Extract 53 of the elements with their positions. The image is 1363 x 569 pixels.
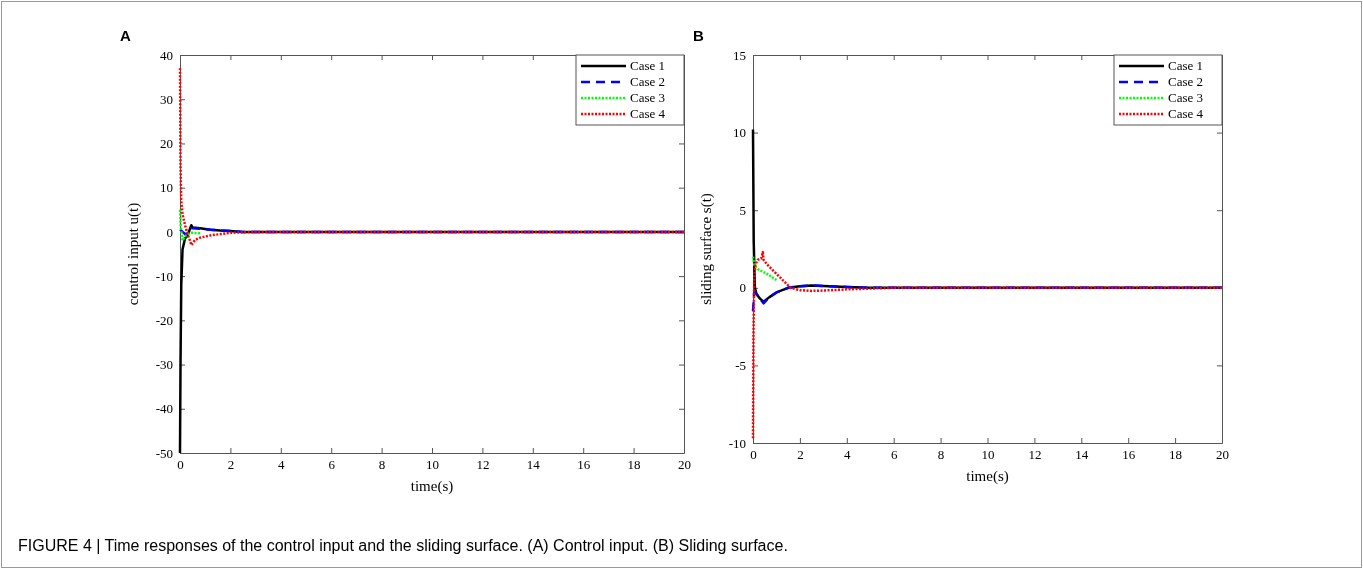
- legend-label: Case 2: [1168, 74, 1204, 89]
- x-tick-label: 8: [937, 447, 945, 463]
- y-tick-label: 30: [160, 91, 173, 107]
- x-tick-label: 0: [177, 457, 184, 473]
- y-tick-label: 0: [739, 280, 746, 296]
- y-tick-label: 40: [160, 47, 173, 63]
- x-tick-label: 16: [1122, 447, 1136, 463]
- x-tick-label: 20: [1216, 447, 1229, 463]
- x-tick-label: 14: [1075, 447, 1089, 463]
- x-tick-label: 18: [1169, 447, 1183, 463]
- y-tick-label: -10: [728, 435, 746, 451]
- legend-label: Case 4: [1168, 106, 1204, 121]
- chart-title: A: [120, 27, 131, 44]
- x-tick-label: 8: [378, 457, 386, 473]
- legend-label: Case 3: [1168, 90, 1204, 105]
- y-tick-label: -50: [155, 445, 173, 461]
- x-tick-label: 10: [981, 447, 995, 463]
- y-tick-label: -40: [155, 401, 173, 417]
- y-tick-label: 20: [160, 136, 173, 152]
- chart-title: B: [693, 27, 704, 44]
- x-tick-label: 2: [227, 457, 235, 473]
- y-axis-title: sliding surface s(t): [698, 193, 715, 305]
- y-axis-title: control input u(t): [125, 202, 142, 306]
- x-axis-title: time(s): [966, 468, 1009, 485]
- y-tick-label: 10: [160, 180, 173, 196]
- x-tick-label: 6: [328, 457, 336, 473]
- y-tick-label: 0: [166, 224, 173, 240]
- legend-label: Case 1: [630, 58, 666, 73]
- x-tick-label: 12: [476, 457, 490, 473]
- x-tick-label: 12: [1028, 447, 1042, 463]
- legend-label: Case 3: [630, 90, 666, 105]
- y-tick-label: 5: [739, 202, 746, 218]
- legend-label: Case 2: [630, 74, 666, 89]
- x-tick-label: 0: [750, 447, 757, 463]
- x-tick-label: 10: [426, 457, 439, 473]
- y-tick-label: -30: [155, 357, 173, 373]
- x-tick-label: 14: [526, 457, 541, 473]
- x-tick-label: 6: [890, 447, 898, 463]
- y-tick-label: -5: [735, 358, 746, 374]
- y-tick-label: 10: [733, 125, 746, 141]
- legend-label: Case 1: [1168, 58, 1204, 73]
- legend-label: Case 4: [630, 106, 666, 121]
- y-tick-label: -20: [155, 312, 173, 328]
- x-tick-label: 4: [278, 457, 286, 473]
- y-tick-label: 15: [733, 47, 746, 63]
- x-tick-label: 20: [678, 457, 691, 473]
- x-tick-label: 4: [844, 447, 852, 463]
- x-tick-label: 18: [627, 457, 641, 473]
- x-tick-label: 2: [797, 447, 804, 463]
- x-tick-label: 16: [577, 457, 591, 473]
- caption: FIGURE 4 | Time responses of the control input and the sliding surface. (A) Control input. (B) Sliding surface.: [18, 537, 788, 554]
- x-axis-title: time(s): [410, 478, 454, 495]
- y-tick-label: -10: [155, 268, 173, 284]
